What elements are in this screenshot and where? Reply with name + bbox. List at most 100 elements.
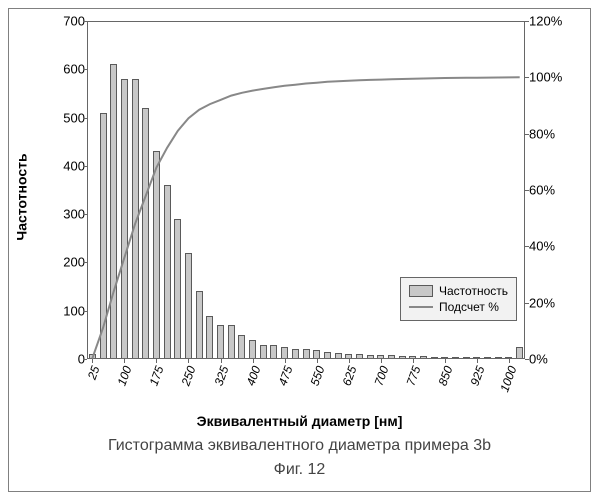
histogram-bar [463,357,470,359]
x-axis-label: Эквивалентный диаметр [нм] [9,413,590,429]
histogram-bar [206,316,213,359]
ytick-mark-right [525,134,529,135]
legend-swatch-line [409,306,433,308]
histogram-bar [270,345,277,359]
histogram-bar [367,355,374,359]
histogram-bar [399,356,406,359]
xtick-mark [92,359,93,363]
legend: Частотность Подсчет % [400,277,517,321]
histogram-bar [335,353,342,359]
histogram-bar [121,79,128,359]
xtick-label: 550 [307,364,327,388]
ytick-right: 120% [529,14,562,29]
ytick-mark-left [83,118,87,119]
xtick-mark [156,359,157,363]
xtick-mark [317,359,318,363]
legend-swatch-bar [409,285,433,297]
ytick-mark-right [525,77,529,78]
xtick-mark [509,359,510,363]
xtick-mark [124,359,125,363]
ytick-right: 40% [529,239,555,254]
histogram-bar [388,355,395,359]
ytick-left: 400 [55,158,85,173]
ytick-left: 600 [55,62,85,77]
xtick-mark [221,359,222,363]
histogram-bar [516,347,523,359]
xtick-label: 175 [147,364,167,388]
xtick-label: 400 [243,364,263,388]
histogram-bar [260,345,267,359]
xtick-label: 1000 [497,364,519,394]
xtick-label: 325 [211,364,231,388]
xtick-label: 100 [115,364,135,388]
ytick-mark-left [83,21,87,22]
histogram-bar [420,356,427,359]
histogram-bar [303,349,310,359]
legend-label-cumulative: Подсчет % [439,300,499,314]
legend-row-frequency: Частотность [409,284,508,298]
histogram-bar [228,325,235,359]
histogram-bar [281,347,288,359]
ytick-left: 300 [55,207,85,222]
ytick-right: 0% [529,352,548,367]
ytick-mark-left [83,262,87,263]
figure-frame: Частотность Частотность Подсчет % Эквива… [8,8,591,492]
ytick-left: 700 [55,14,85,29]
xtick-mark [445,359,446,363]
histogram-bar [217,325,224,359]
plot-area: Частотность Подсчет % [87,21,525,359]
figure-number: Фиг. 12 [9,461,590,479]
xtick-mark [477,359,478,363]
ytick-left: 100 [55,303,85,318]
ytick-mark-left [83,311,87,312]
xtick-label: 700 [371,364,391,388]
histogram-bar [100,113,107,359]
histogram-bar [249,340,256,359]
xtick-label: 25 [85,364,103,381]
histogram-bar [238,335,245,359]
histogram-bar [164,185,171,359]
histogram-bar [484,357,491,359]
ytick-mark-right [525,359,529,360]
xtick-mark [349,359,350,363]
legend-row-cumulative: Подсчет % [409,300,508,314]
ytick-right: 20% [529,295,555,310]
ytick-mark-right [525,190,529,191]
histogram-bar [292,349,299,359]
xtick-mark [381,359,382,363]
ytick-right: 100% [529,70,562,85]
xtick-label: 925 [467,364,487,388]
histogram-bar [431,357,438,359]
ytick-mark-left [83,166,87,167]
ytick-mark-left [83,214,87,215]
histogram-bar [174,219,181,359]
histogram-bar [313,350,320,359]
histogram-bar [142,108,149,359]
ytick-mark-left [83,69,87,70]
ytick-mark-right [525,303,529,304]
xtick-label: 250 [179,364,199,388]
ytick-left: 500 [55,110,85,125]
ytick-mark-left [83,359,87,360]
xtick-label: 625 [339,364,359,388]
xtick-mark [253,359,254,363]
ytick-right: 80% [529,126,555,141]
xtick-label: 775 [403,364,423,388]
figure-caption: Гистограмма эквивалентного диаметра прим… [9,437,590,455]
histogram-bar [495,357,502,359]
xtick-mark [188,359,189,363]
histogram-bar [196,291,203,359]
histogram-bar [356,354,363,359]
histogram-bar [132,79,139,359]
ytick-left: 200 [55,255,85,270]
xtick-label: 475 [275,364,295,388]
histogram-bar [324,352,331,359]
y-axis-label-left: Частотность [14,153,30,240]
histogram-bar [110,64,117,359]
xtick-mark [285,359,286,363]
ytick-mark-right [525,246,529,247]
legend-label-frequency: Частотность [439,284,508,298]
histogram-bar [153,151,160,359]
ytick-right: 60% [529,183,555,198]
histogram-bar [452,357,459,359]
